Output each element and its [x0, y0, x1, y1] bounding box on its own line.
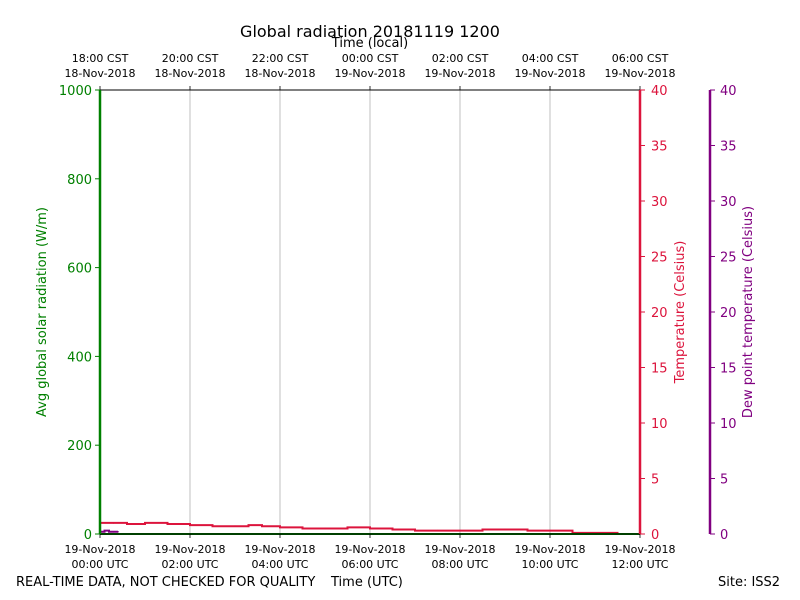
x-tick-label-top-date: 19-Nov-2018: [424, 67, 495, 80]
x-tick-label-top-time: 06:00 CST: [612, 52, 669, 65]
y-tick-label-right2: 10: [720, 417, 737, 432]
x-tick-label-top-time: 18:00 CST: [72, 52, 129, 65]
x-tick-label-bottom-time: 00:00 UTC: [71, 558, 128, 571]
y-tick-label-right: 5: [651, 473, 659, 488]
y-tick-label-left: 200: [67, 439, 92, 454]
y-axis-right2-label: Dew point temperature (Celsius): [741, 206, 756, 418]
x-tick-label-bottom-time: 02:00 UTC: [161, 558, 218, 571]
x-tick-label-bottom-date: 19-Nov-2018: [514, 543, 585, 556]
x-tick-label-bottom-date: 19-Nov-2018: [154, 543, 225, 556]
x-tick-label-top-time: 22:00 CST: [252, 52, 309, 65]
x-tick-label-top-time: 20:00 CST: [162, 52, 219, 65]
y-tick-label-right: 10: [651, 417, 668, 432]
axes-group: 19-Nov-2018 00:00 UTC 18:00 CST 18-Nov-2018…: [59, 52, 737, 571]
x-tick-label-top-time: 00:00 CST: [342, 52, 399, 65]
x-tick-label-bottom-date: 19-Nov-2018: [64, 543, 135, 556]
x-tick-label-top-date: 18-Nov-2018: [154, 67, 225, 80]
dewpoint-point: [112, 530, 115, 533]
x-tick-label-top-time: 04:00 CST: [522, 52, 579, 65]
y-tick-label-right2: 25: [720, 251, 737, 266]
grid-lines: [189, 90, 551, 534]
x-tick-label-top-date: 18-Nov-2018: [244, 67, 315, 80]
x-tick-label-bottom-time: 12:00 UTC: [611, 558, 668, 571]
y-tick-label-right: 0: [651, 528, 659, 543]
temperature-point: [126, 523, 128, 525]
temperature-point: [211, 525, 214, 528]
temperature-point: [549, 529, 551, 532]
y-tick-label-left: 800: [67, 173, 92, 188]
temperature-point: [324, 527, 326, 530]
y-tick-label-left: 0: [84, 528, 92, 543]
x-tick-label-bottom-time: 04:00 UTC: [251, 558, 308, 571]
temperature-point: [247, 524, 250, 526]
temperature-point: [414, 529, 416, 532]
dewpoint-point: [103, 529, 106, 532]
dewpoint-point: [117, 530, 119, 533]
temperature-point: [369, 527, 371, 530]
quality-disclaimer: REAL-TIME DATA, NOT CHECKED FOR QUALITY: [16, 575, 316, 590]
y-tick-label-right2: 40: [720, 84, 737, 99]
x-tick-label-bottom-date: 19-Nov-2018: [244, 543, 315, 556]
temperature-point: [301, 527, 304, 530]
temperature-point: [346, 526, 349, 529]
x-tick-label-bottom-time: 10:00 UTC: [521, 558, 578, 571]
y-tick-label-right2: 5: [720, 473, 728, 488]
y-tick-label-right2: 0: [720, 528, 728, 543]
temperature-point: [436, 529, 439, 532]
temperature-point: [189, 524, 191, 526]
y-tick-label-right: 35: [651, 140, 668, 155]
temperature-point: [481, 528, 484, 531]
temperature-point: [459, 529, 461, 532]
x-tick-label-top-date: 19-Nov-2018: [514, 67, 585, 80]
x-tick-label-bottom-date: 19-Nov-2018: [604, 543, 675, 556]
x-tick-label-top-date: 18-Nov-2018: [64, 67, 135, 80]
x-tick-label-top-date: 19-Nov-2018: [604, 67, 675, 80]
temperature-point: [391, 528, 394, 531]
y-tick-label-right2: 20: [720, 306, 737, 321]
temperature-point: [261, 525, 263, 528]
y-tick-label-right: 25: [651, 251, 668, 266]
temperature-point: [504, 528, 506, 531]
x-axis-bottom-label: Time (UTC): [331, 575, 403, 590]
y-tick-label-right: 30: [651, 195, 668, 210]
dewpoint-point: [108, 530, 110, 533]
x-tick-label-bottom-date: 19-Nov-2018: [424, 543, 495, 556]
temperature-point: [166, 523, 169, 525]
x-tick-label-top-date: 19-Nov-2018: [334, 67, 405, 80]
site-label: Site: ISS2: [718, 575, 781, 590]
y-tick-label-right2: 30: [720, 195, 737, 210]
y-tick-label-left: 600: [67, 262, 92, 277]
y-tick-label-right: 20: [651, 306, 668, 321]
y-axis-right-label: Temperature (Celsius): [673, 241, 688, 385]
y-tick-label-right: 15: [651, 362, 668, 377]
y-tick-label-left: 400: [67, 350, 92, 365]
temperature-point: [279, 526, 281, 529]
temperature-point: [234, 525, 236, 528]
y-tick-label-right2: 35: [720, 140, 737, 155]
x-tick-label-bottom-date: 19-Nov-2018: [334, 543, 405, 556]
x-tick-label-bottom-time: 06:00 UTC: [341, 558, 398, 571]
y-tick-label-right2: 15: [720, 362, 737, 377]
temperature-point: [144, 522, 146, 524]
temperature-point: [112, 522, 115, 524]
y-tick-label-right: 40: [651, 84, 668, 99]
x-tick-label-bottom-time: 08:00 UTC: [431, 558, 488, 571]
y-axis-left-label: Avg global solar radiation (W/m): [35, 207, 50, 417]
x-axis-top-label: Time (local): [331, 36, 408, 51]
y-tick-label-left: 1000: [59, 84, 92, 99]
temperature-point: [526, 529, 529, 532]
chart-title: Global radiation 20181119 1200: [240, 22, 500, 41]
x-tick-label-top-time: 02:00 CST: [432, 52, 489, 65]
